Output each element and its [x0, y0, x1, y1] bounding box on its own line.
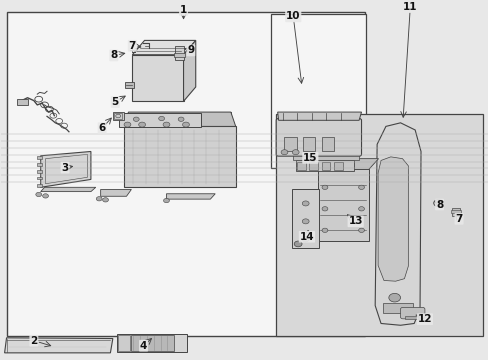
Circle shape — [302, 219, 308, 224]
Text: 4: 4 — [140, 341, 147, 351]
Text: 8: 8 — [435, 199, 442, 210]
Bar — [132, 55, 183, 101]
Bar — [293, 155, 358, 161]
Text: 7: 7 — [128, 41, 136, 51]
Circle shape — [178, 117, 183, 121]
FancyBboxPatch shape — [400, 307, 424, 319]
Bar — [321, 162, 330, 170]
Circle shape — [322, 185, 327, 189]
Circle shape — [139, 122, 145, 127]
Circle shape — [281, 150, 287, 155]
Polygon shape — [317, 159, 378, 170]
Bar — [37, 163, 42, 166]
Bar — [125, 82, 134, 89]
Bar — [451, 208, 459, 216]
Circle shape — [182, 122, 189, 127]
Polygon shape — [101, 189, 131, 196]
Bar — [17, 99, 28, 105]
Circle shape — [302, 237, 308, 242]
Text: 11: 11 — [402, 2, 417, 12]
Bar — [117, 333, 187, 352]
Circle shape — [124, 122, 131, 127]
Circle shape — [358, 207, 364, 211]
Text: 2: 2 — [30, 336, 38, 346]
Bar — [128, 112, 230, 126]
Bar — [131, 335, 174, 351]
Circle shape — [292, 150, 299, 155]
Polygon shape — [374, 123, 420, 325]
Bar — [113, 112, 123, 120]
Polygon shape — [123, 112, 235, 126]
Text: 3: 3 — [61, 163, 68, 172]
Text: 13: 13 — [348, 216, 362, 226]
Circle shape — [163, 198, 169, 203]
Polygon shape — [132, 40, 195, 55]
Polygon shape — [41, 152, 91, 187]
Bar — [114, 113, 122, 119]
Bar — [405, 316, 418, 319]
Polygon shape — [166, 194, 215, 199]
Bar — [271, 14, 366, 168]
Bar — [450, 210, 460, 213]
Bar — [123, 126, 235, 187]
Circle shape — [322, 207, 327, 211]
Text: 5: 5 — [111, 97, 119, 107]
Bar — [174, 53, 184, 57]
Circle shape — [302, 201, 308, 206]
Bar — [6, 12, 364, 336]
Text: 8: 8 — [110, 50, 117, 60]
Text: 1: 1 — [180, 5, 187, 15]
Circle shape — [388, 293, 400, 302]
Bar — [37, 170, 42, 173]
Circle shape — [433, 199, 443, 207]
Bar — [297, 162, 305, 170]
Bar — [321, 137, 333, 152]
Bar — [119, 113, 200, 127]
Circle shape — [358, 228, 364, 233]
Circle shape — [102, 198, 108, 202]
Text: 6: 6 — [98, 123, 105, 133]
Polygon shape — [377, 157, 407, 281]
Text: 14: 14 — [299, 232, 314, 242]
Bar — [309, 162, 318, 170]
Circle shape — [36, 192, 41, 197]
Text: 7: 7 — [454, 214, 462, 224]
Polygon shape — [4, 338, 113, 353]
Circle shape — [294, 241, 302, 247]
Bar — [333, 162, 342, 170]
Polygon shape — [41, 187, 96, 192]
FancyBboxPatch shape — [276, 118, 361, 156]
Text: 10: 10 — [285, 12, 300, 21]
Circle shape — [358, 185, 364, 189]
Circle shape — [158, 116, 164, 121]
Circle shape — [133, 117, 139, 121]
Bar — [295, 161, 353, 171]
Bar — [383, 303, 412, 313]
Bar — [37, 184, 42, 186]
Text: 15: 15 — [303, 153, 317, 163]
Circle shape — [322, 228, 327, 233]
Bar — [284, 137, 296, 152]
Bar — [118, 335, 130, 351]
Circle shape — [163, 122, 169, 127]
Bar — [303, 137, 315, 152]
Bar — [175, 46, 183, 60]
Text: 12: 12 — [417, 314, 431, 324]
Bar — [276, 114, 483, 336]
Bar — [317, 170, 368, 241]
Bar — [37, 156, 42, 159]
Bar — [292, 189, 319, 248]
Polygon shape — [277, 112, 361, 120]
Circle shape — [42, 194, 48, 198]
Text: 9: 9 — [187, 45, 194, 55]
Bar — [37, 176, 42, 179]
Circle shape — [96, 197, 102, 201]
Polygon shape — [183, 40, 195, 101]
